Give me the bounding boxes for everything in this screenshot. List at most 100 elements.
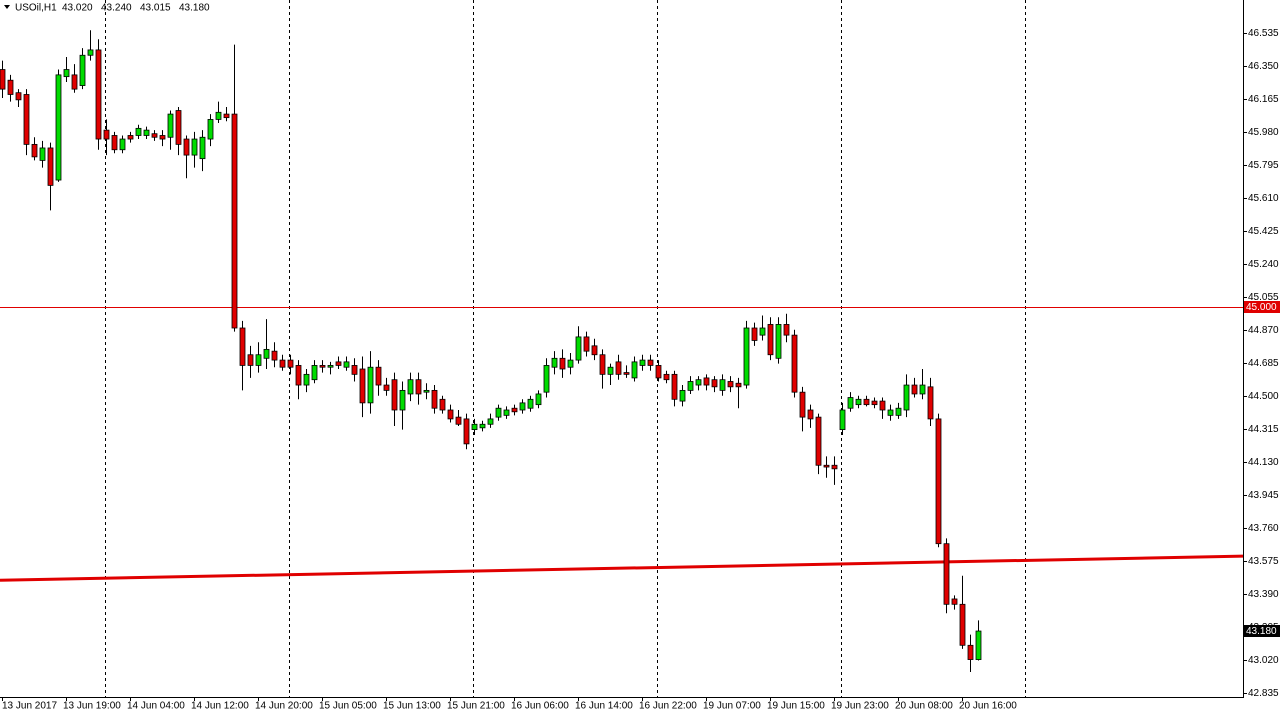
candle-body-up (759, 327, 766, 336)
x-tick-label: 13 Jun 19:00 (63, 701, 121, 712)
candle-body-down (583, 336, 590, 352)
candle-body-down (671, 373, 678, 400)
candle-body-down (383, 384, 390, 391)
candle-body-down (871, 400, 878, 406)
candle-body-down (159, 135, 166, 140)
y-tick-label: 45.980 (1248, 127, 1279, 138)
candle-body-up (191, 138, 198, 156)
vertical-grid (105, 0, 1026, 697)
candle-body-down (0, 69, 6, 90)
candle-body-up (975, 630, 982, 660)
candle-body-down (447, 409, 454, 420)
y-tick-label: 43.760 (1248, 523, 1279, 534)
candle-body-up (535, 393, 542, 406)
candle-body-up (215, 111, 222, 120)
x-tick-label: 19 Jun 07:00 (703, 701, 761, 712)
candle-body-down (815, 416, 822, 466)
y-tick-label: 43.945 (1248, 490, 1279, 501)
price-marker-bg (1244, 625, 1280, 637)
candle-body-up (207, 119, 214, 140)
y-tick-label: 45.240 (1248, 259, 1279, 270)
x-tick-label: 13 Jun 2017 (2, 701, 57, 712)
y-tick-label: 45.425 (1248, 226, 1279, 237)
candle-body-down (335, 361, 342, 366)
candle-body-down (295, 365, 302, 386)
x-tick-label: 15 Jun 21:00 (447, 701, 505, 712)
candle-body-up (119, 138, 126, 151)
candle-body-down (591, 345, 598, 356)
candle-body-down (183, 138, 190, 156)
y-tick-label: 42.835 (1248, 688, 1279, 699)
candle-body-down (623, 372, 630, 375)
candle-body-up (63, 69, 70, 78)
x-tick-label: 14 Jun 12:00 (191, 701, 249, 712)
x-tick-label: 16 Jun 14:00 (575, 701, 633, 712)
candle-body-up (263, 348, 270, 359)
candle-body-down (7, 79, 14, 95)
candle-body-down (375, 366, 382, 386)
candle-body-down (287, 359, 294, 368)
y-tick-label: 43.575 (1248, 556, 1279, 567)
candle-body-up (567, 359, 574, 368)
candle-body-down (951, 598, 958, 605)
candle-body-down (791, 334, 798, 393)
x-tick-label: 14 Jun 04:00 (127, 701, 185, 712)
symbol-menu-icon[interactable] (4, 5, 10, 9)
x-tick-label: 16 Jun 22:00 (639, 701, 697, 712)
candle-body-up (423, 389, 430, 393)
candle-body-down (967, 644, 974, 660)
candle-body-up (519, 402, 526, 411)
x-tick-label: 15 Jun 13:00 (383, 701, 441, 712)
candle-body-down (351, 365, 358, 375)
y-tick-label: 44.130 (1248, 457, 1279, 468)
candle-body-up (551, 357, 558, 368)
x-tick-label: 20 Jun 16:00 (959, 701, 1017, 712)
candle-body-down (647, 359, 654, 366)
candle-body-up (527, 398, 534, 409)
candle-body-up (399, 389, 406, 411)
candle-body-up (903, 384, 910, 411)
y-tick-label: 45.055 (1248, 292, 1279, 303)
x-tick-label: 19 Jun 15:00 (767, 701, 825, 712)
candle-body-up (79, 54, 86, 86)
x-tick-label: 20 Jun 08:00 (895, 701, 953, 712)
x-tick-label: 14 Jun 20:00 (255, 701, 313, 712)
candle-body-up (631, 361, 638, 379)
candle-body-down (711, 379, 718, 388)
candle-body-down (271, 350, 278, 361)
candle-body-down (663, 373, 670, 381)
candle-body-down (783, 324, 790, 336)
price-marker-label: 43.180 (1246, 626, 1277, 637)
candle-body-up (847, 397, 854, 409)
candle-body-up (687, 381, 694, 391)
candle-body-down (943, 543, 950, 605)
candle-body-up (407, 379, 414, 395)
candle-body-down (927, 386, 934, 420)
candle-body-up (199, 136, 206, 160)
candle-body-down (615, 361, 622, 375)
candle-body-down (599, 354, 606, 375)
candle-body-down (823, 464, 830, 468)
y-tick-label: 45.610 (1248, 193, 1279, 204)
y-tick-label: 44.315 (1248, 424, 1279, 435)
candle-body-down (95, 49, 102, 140)
candle-body-down (727, 381, 734, 388)
header-close: 43.180 (179, 3, 210, 14)
candle-body-down (111, 135, 118, 151)
candle-body-up (367, 366, 374, 404)
candle-body-up (87, 49, 94, 56)
candle-body-up (311, 365, 318, 381)
candle-body-down (71, 74, 78, 90)
y-tick-label: 44.500 (1248, 391, 1279, 402)
candle-body-up (487, 418, 494, 425)
candle-body-down (767, 324, 774, 356)
candles (0, 30, 982, 673)
candle-body-down (47, 147, 54, 186)
y-tick-label: 44.685 (1248, 358, 1279, 369)
candle-body-down (175, 110, 182, 145)
y-tick-label: 45.795 (1248, 160, 1279, 171)
candle-body-up (839, 409, 846, 431)
candle-body-up (303, 373, 310, 386)
